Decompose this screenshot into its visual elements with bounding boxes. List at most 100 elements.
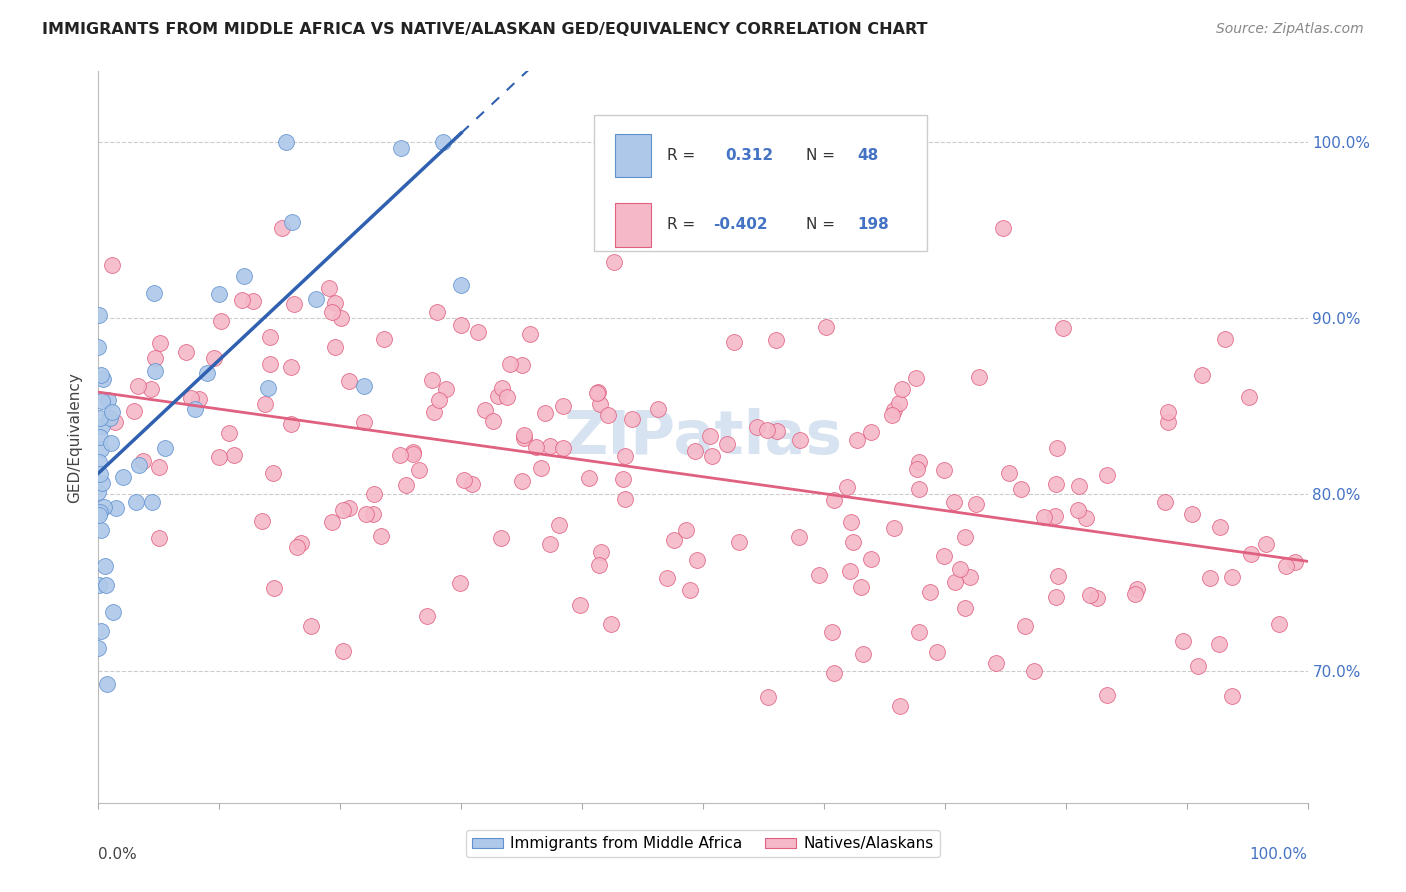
Point	[1045, 590, 1067, 604]
Text: 48: 48	[858, 148, 879, 163]
Point	[321, 515, 343, 529]
Point	[614, 492, 637, 507]
Point	[589, 545, 612, 559]
Point	[1215, 332, 1237, 346]
Point	[285, 540, 308, 554]
Point	[489, 531, 512, 545]
Point	[932, 549, 955, 564]
Point	[1237, 390, 1260, 404]
Point	[551, 400, 574, 414]
Point	[209, 314, 232, 328]
Point	[756, 423, 779, 437]
Point	[87, 339, 110, 353]
Bar	[614, 203, 651, 247]
Point	[450, 277, 472, 292]
Point	[87, 308, 110, 322]
Point	[90, 442, 112, 456]
Point	[155, 442, 177, 456]
Point	[984, 656, 1007, 670]
Point	[1014, 619, 1036, 633]
Point	[91, 394, 114, 409]
Point	[90, 624, 112, 638]
Point	[838, 565, 860, 579]
Point	[955, 530, 977, 544]
Point	[90, 368, 112, 382]
Point	[716, 436, 738, 450]
Point	[700, 450, 723, 464]
Point	[434, 382, 457, 396]
Text: 198: 198	[858, 218, 890, 233]
Point	[925, 645, 948, 659]
Point	[321, 305, 343, 319]
Point	[259, 357, 281, 371]
Text: 0.0%: 0.0%	[98, 847, 138, 862]
Point	[765, 334, 787, 348]
Point	[408, 463, 430, 477]
Point	[141, 495, 163, 509]
Point	[467, 325, 489, 339]
Point	[647, 402, 669, 417]
Point	[499, 357, 522, 371]
Point	[1220, 689, 1243, 703]
Point	[510, 358, 533, 372]
Point	[860, 552, 883, 566]
Point	[332, 503, 354, 517]
Point	[184, 401, 207, 416]
Point	[1191, 368, 1213, 383]
Point	[860, 425, 883, 439]
Point	[967, 369, 990, 384]
Point	[1043, 509, 1066, 524]
Point	[887, 396, 910, 410]
Point	[318, 281, 340, 295]
Point	[908, 625, 931, 640]
Point	[586, 385, 609, 400]
Point	[101, 405, 124, 419]
Point	[142, 286, 165, 301]
Point	[250, 514, 273, 528]
Text: R =: R =	[666, 218, 695, 233]
Point	[353, 379, 375, 393]
Point	[513, 428, 536, 442]
Point	[727, 534, 749, 549]
Point	[756, 690, 779, 704]
Point	[271, 221, 294, 235]
Point	[420, 373, 443, 387]
Point	[402, 447, 425, 461]
Point	[231, 293, 253, 308]
Point	[823, 666, 845, 681]
Point	[256, 381, 278, 395]
Point	[586, 386, 609, 401]
Point	[176, 345, 198, 359]
Point	[202, 351, 225, 366]
Point	[474, 402, 496, 417]
Point	[143, 351, 166, 365]
Point	[98, 410, 121, 425]
Point	[548, 518, 571, 533]
Point	[253, 397, 276, 411]
Point	[373, 332, 395, 346]
Point	[846, 433, 869, 447]
Point	[524, 440, 547, 454]
Point	[1010, 482, 1032, 496]
Point	[675, 523, 697, 537]
Point	[87, 640, 110, 655]
Point	[93, 500, 115, 514]
Text: 100.0%: 100.0%	[1250, 847, 1308, 862]
Point	[180, 391, 202, 405]
Point	[370, 529, 392, 543]
Point	[513, 431, 536, 445]
Point	[332, 644, 354, 658]
Point	[890, 382, 912, 396]
Y-axis label: GED/Equivalency: GED/Equivalency	[67, 372, 83, 502]
Point	[837, 480, 859, 494]
Text: -0.402: -0.402	[713, 218, 768, 233]
Point	[510, 474, 533, 488]
Point	[883, 402, 905, 417]
Point	[389, 141, 412, 155]
Point	[852, 647, 875, 661]
Point	[426, 305, 449, 319]
Point	[354, 507, 377, 521]
Text: IMMIGRANTS FROM MIDDLE AFRICA VS NATIVE/ALASKAN GED/EQUIVALENCY CORRELATION CHAR: IMMIGRANTS FROM MIDDLE AFRICA VS NATIVE/…	[42, 22, 928, 37]
Point	[89, 505, 111, 519]
Point	[281, 215, 304, 229]
